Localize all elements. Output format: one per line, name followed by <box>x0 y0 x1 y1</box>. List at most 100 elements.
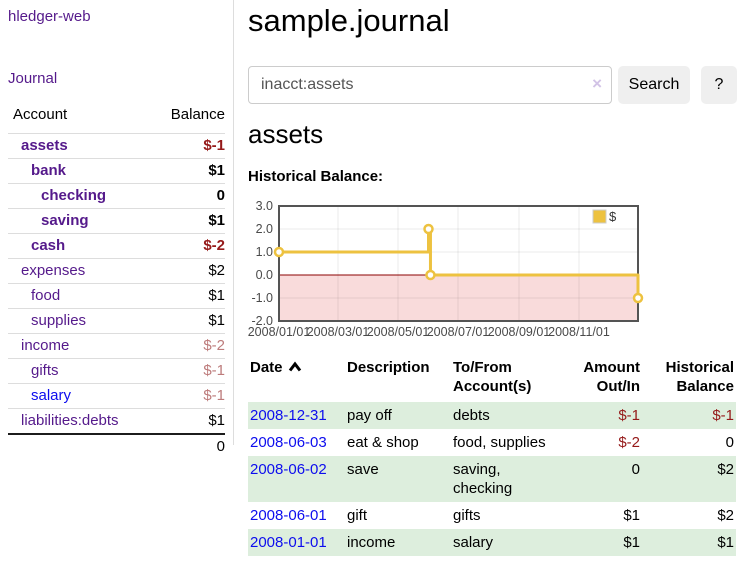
column-header-amount: Amount Out/In <box>583 359 640 395</box>
account-row: supplies $1 <box>8 308 225 334</box>
accounts-total-row: 0 <box>8 433 225 459</box>
account-balance: $1 <box>153 308 225 334</box>
register-header-row: Date Description To/From Account(s) Amou… <box>248 356 736 402</box>
account-balance: $1 <box>153 208 225 234</box>
transaction-balance: $2 <box>717 507 734 524</box>
account-link-bank[interactable]: bank <box>31 162 67 179</box>
chart-title: Historical Balance: <box>248 168 384 185</box>
account-row: liabilities:debts $1 <box>8 408 225 434</box>
transaction-amount: $1 <box>623 534 640 551</box>
account-link-checking[interactable]: checking <box>41 187 107 204</box>
main-content: sample.journal × Search ? assets Histori… <box>246 0 737 582</box>
account-link-supplies[interactable]: supplies <box>31 312 87 329</box>
account-row: assets $-1 <box>8 133 225 159</box>
account-balance: $-2 <box>153 333 225 359</box>
account-balance: $1 <box>153 283 225 309</box>
transaction-description: eat & shop <box>347 434 419 451</box>
accounts-header-balance: Balance <box>170 106 225 123</box>
register-row[interactable]: 2008-12-31 pay off debts $-1 $-1 <box>248 402 736 429</box>
register-table: Date Description To/From Account(s) Amou… <box>248 356 736 556</box>
transaction-amount: $-1 <box>618 407 640 424</box>
transaction-date-link[interactable]: 2008-06-01 <box>250 507 327 524</box>
account-balance: $-1 <box>153 383 225 409</box>
account-balance: 0 <box>153 183 225 209</box>
account-balance: $1 <box>153 158 225 184</box>
transaction-description: income <box>347 534 396 551</box>
column-header-balance: Historical Balance <box>665 359 734 395</box>
transaction-date-link[interactable]: 2008-06-03 <box>250 434 327 451</box>
account-link-food[interactable]: food <box>31 287 61 304</box>
transaction-accounts: saving, checking <box>453 461 513 497</box>
data-point-marker <box>425 269 436 281</box>
sort-ascending-icon <box>288 361 301 372</box>
transaction-date-link[interactable]: 2008-12-31 <box>250 407 327 424</box>
x-tick-label: 2008/03/01 <box>307 325 370 339</box>
account-balance: $-2 <box>153 233 225 259</box>
y-tick-label: 2.0 <box>256 222 273 236</box>
account-row: expenses $2 <box>8 258 225 284</box>
transaction-balance: $2 <box>717 461 734 478</box>
account-row: bank $1 <box>8 158 225 184</box>
account-link-expenses[interactable]: expenses <box>21 262 86 279</box>
transaction-description: save <box>347 461 379 478</box>
transaction-description: pay off <box>347 407 392 424</box>
account-row: checking 0 <box>8 183 225 209</box>
column-header-accounts: To/From Account(s) <box>453 359 532 395</box>
account-heading: assets <box>248 119 324 149</box>
historical-balance-chart[interactable]: 3.0 2.0 1.0 0.0 -1.0 -2.0 2008/01/01 2008/03/01… <box>246 196 646 346</box>
transaction-amount: 0 <box>631 461 640 478</box>
account-link-saving[interactable]: saving <box>41 212 89 229</box>
search-button[interactable]: Search <box>618 66 690 104</box>
register-row[interactable]: 2008-06-03 eat & shop food, supplies $-2 0 <box>248 429 736 456</box>
account-row: income $-2 <box>8 333 225 359</box>
legend-label: $ <box>609 209 617 224</box>
account-balance: $-1 <box>153 133 225 159</box>
chart-canvas[interactable]: 3.0 2.0 1.0 0.0 -1.0 -2.02008/01/012008/03/01… <box>246 196 646 346</box>
account-link-salary[interactable]: salary <box>31 387 72 404</box>
account-row: cash $-2 <box>8 233 225 259</box>
transaction-accounts: debts <box>453 407 490 424</box>
transaction-balance: 0 <box>725 434 734 451</box>
accounts-total-value: 0 <box>153 433 225 459</box>
account-balance: $2 <box>153 258 225 284</box>
transaction-amount: $1 <box>623 507 640 524</box>
account-row: saving $1 <box>8 208 225 234</box>
account-link-gifts[interactable]: gifts <box>31 362 59 379</box>
transaction-date-link[interactable]: 2008-01-01 <box>250 534 327 551</box>
x-tick-label: 2008/07/01 <box>427 325 490 339</box>
account-link-assets[interactable]: assets <box>21 137 68 154</box>
transaction-balance: $-1 <box>712 407 734 424</box>
accounts-header-account: Account <box>13 106 68 123</box>
account-row: salary $-1 <box>8 383 225 409</box>
account-row: food $1 <box>8 283 225 309</box>
brand-link[interactable]: hledger-web <box>8 8 91 25</box>
x-tick-label: 2008/09/01 <box>488 325 551 339</box>
x-tick-label: 2008/11/01 <box>548 325 610 339</box>
help-button[interactable]: ? <box>701 66 737 104</box>
register-row[interactable]: 2008-06-02 save saving, checking 0 $2 <box>248 456 736 502</box>
account-link-liabilities-debts[interactable]: liabilities:debts <box>21 412 119 429</box>
sidebar-item-journal[interactable]: Journal <box>8 70 58 87</box>
account-link-income[interactable]: income <box>21 337 70 354</box>
account-balance: $1 <box>153 408 225 434</box>
search-input[interactable] <box>248 66 612 104</box>
y-tick-label: 0.0 <box>256 268 273 282</box>
x-tick-label: 2008/05/01 <box>367 325 430 339</box>
transaction-amount: $-2 <box>618 434 640 451</box>
legend-swatch <box>592 209 607 224</box>
data-point-marker <box>632 292 644 304</box>
transaction-date-link[interactable]: 2008-06-02 <box>250 461 327 478</box>
register-row[interactable]: 2008-06-01 gift gifts $1 $2 <box>248 502 736 529</box>
register-row[interactable]: 2008-01-01 income salary $1 $1 <box>248 529 736 556</box>
data-point-marker <box>273 246 285 258</box>
negative-region <box>279 275 638 321</box>
data-point-marker <box>423 223 434 235</box>
search-form: × Search ? <box>248 66 737 104</box>
column-header-date[interactable]: Date <box>248 356 345 402</box>
account-link-cash[interactable]: cash <box>31 237 66 254</box>
search-input-wrap: × <box>248 66 612 104</box>
clear-search-icon[interactable]: × <box>592 74 602 93</box>
y-tick-label: 3.0 <box>256 199 273 213</box>
x-tick-label: 2008/01/01 <box>248 325 311 339</box>
transaction-accounts: salary <box>453 534 494 551</box>
